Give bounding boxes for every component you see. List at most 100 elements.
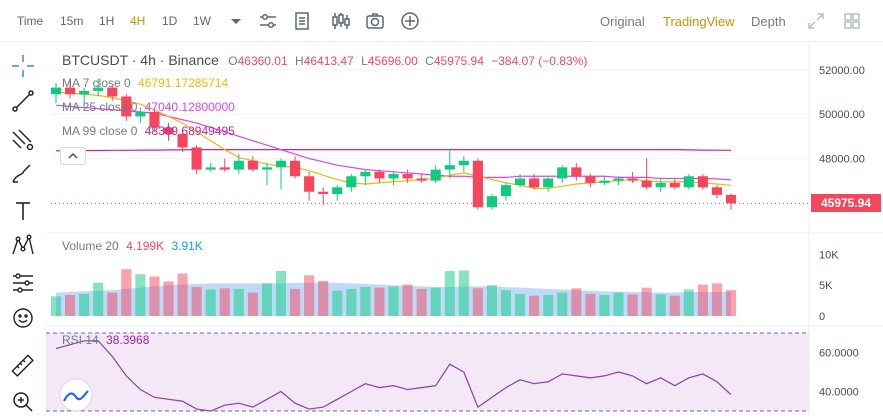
pattern-icon[interactable] — [10, 233, 36, 259]
volume-bar — [515, 293, 526, 316]
candle-body — [332, 187, 343, 194]
view-tab-tradingview[interactable]: TradingView — [663, 14, 735, 29]
fullscreen-icon[interactable] — [806, 11, 826, 31]
ma99-legend[interactable]: MA 99 close 0 48369.68949495 — [62, 124, 235, 138]
rsi-legend[interactable]: RSI 14 38.3968 — [62, 333, 149, 347]
ohlc-change: −384.07 (−0.83%) — [491, 54, 588, 68]
collapse-legend-button[interactable] — [60, 147, 86, 165]
zoom-in-icon[interactable] — [10, 389, 36, 415]
candle-body — [599, 180, 610, 183]
candle-body — [655, 182, 666, 188]
rsi-band — [46, 333, 809, 411]
text-tool-icon[interactable] — [10, 198, 36, 224]
volume-bar — [149, 276, 160, 316]
volume-bar — [557, 292, 568, 316]
emoji-icon[interactable] — [10, 305, 36, 331]
timeframe-15m[interactable]: 15m — [60, 14, 84, 28]
rsi-axis-label: 60.0000 — [819, 348, 859, 360]
volume-bar — [346, 288, 357, 316]
candle-body — [669, 182, 680, 188]
volume-bar — [275, 271, 287, 316]
volume-bar — [65, 295, 76, 316]
volume-bar — [585, 293, 596, 316]
add-icon[interactable] — [400, 11, 420, 31]
chart-area[interactable]: 52000.00 50000.00 48000.00 10K 5K 0 60.0000 40.… — [46, 43, 883, 415]
top-toolbar: Time 15m 1H 4H 1D 1W Original TradingVie… — [0, 0, 883, 42]
candle-body — [177, 134, 188, 148]
volume-bar — [79, 293, 90, 316]
price-axis-label: 50000.00 — [819, 109, 865, 121]
volume-bar — [472, 288, 483, 316]
volume-bar — [205, 289, 216, 316]
rsi-axis-label: 40.0000 — [819, 387, 859, 399]
trend-line-icon[interactable] — [10, 88, 36, 114]
ma25-label: MA 25 close 0 — [62, 100, 138, 114]
tradingview-logo — [59, 378, 93, 412]
volume-axis-label: 0 — [819, 311, 825, 323]
volume-bar — [500, 290, 512, 316]
volume-bar — [177, 273, 188, 316]
timeframe-1d[interactable]: 1D — [162, 14, 178, 28]
volume-label: Volume 20 — [62, 239, 119, 253]
volume-bar — [641, 287, 652, 316]
candle-body — [388, 174, 399, 179]
price-axis-label: 48000.00 — [819, 154, 865, 166]
volume-bar — [444, 271, 455, 316]
candle-body — [613, 178, 624, 181]
volume-bar — [416, 288, 427, 316]
indicator-settings-icon[interactable] — [258, 11, 278, 31]
volume-bar — [697, 284, 708, 316]
ma7-label: MA 7 close 0 — [62, 76, 131, 90]
measure-icon[interactable] — [10, 270, 36, 296]
candle-body — [121, 96, 132, 117]
candle-body — [360, 171, 371, 177]
volume-bar — [360, 287, 371, 316]
volume-bar — [374, 287, 385, 316]
rsi-label: RSI 14 — [62, 333, 99, 347]
volume-bar — [290, 288, 301, 316]
timeframe-1w[interactable]: 1W — [193, 14, 211, 28]
candlestick-chart[interactable]: 52000.00 50000.00 48000.00 10K 5K 0 60.0000 40.… — [46, 43, 883, 415]
timeframe-1h[interactable]: 1H — [99, 14, 115, 28]
candle-body — [233, 160, 244, 170]
ruler-icon[interactable] — [10, 353, 36, 379]
camera-icon[interactable] — [365, 11, 385, 31]
ohlc-low: 45696.00 — [367, 54, 418, 68]
volume-bar — [571, 288, 582, 316]
candle-body — [725, 194, 737, 204]
volume-legend[interactable]: Volume 20 4.199K 3.91K — [62, 239, 203, 253]
tradingview-logo-icon[interactable] — [59, 378, 93, 412]
volume-bar — [627, 294, 638, 316]
timeframe-4h[interactable]: 4H — [130, 14, 146, 28]
ma25-legend[interactable]: MA 25 close 0 47040.12800000 — [62, 100, 235, 114]
candle-body — [93, 87, 104, 91]
candle-body — [515, 178, 526, 186]
fib-tool-icon[interactable] — [10, 126, 36, 152]
candle-body — [275, 160, 287, 168]
timeframe-time[interactable]: Time — [17, 14, 44, 28]
ma7-legend[interactable]: MA 7 close 0 46791.17285714 — [62, 76, 228, 90]
brush-icon[interactable] — [10, 162, 36, 188]
template-icon[interactable] — [292, 11, 312, 31]
volume-bar — [50, 296, 62, 316]
crosshair-icon[interactable] — [10, 53, 36, 79]
candle-body — [318, 191, 329, 194]
volume-ma-value: 3.91K — [171, 239, 203, 253]
view-tab-original[interactable]: Original — [600, 14, 645, 29]
volume-bar — [121, 269, 132, 316]
volume-bar — [163, 281, 174, 316]
volume-axis-label: 10K — [819, 249, 839, 261]
candle-body — [149, 111, 160, 128]
candle-body — [486, 196, 497, 208]
grid-layout-icon[interactable] — [842, 11, 862, 31]
view-tab-depth[interactable]: Depth — [751, 14, 786, 29]
volume-bar — [711, 283, 722, 316]
chart-type-icon[interactable] — [330, 11, 350, 31]
candle-body — [247, 160, 258, 170]
volume-axis-label: 5K — [819, 280, 833, 292]
volume-bar — [388, 286, 399, 316]
candle-body — [458, 160, 469, 166]
ohlc-close: 45975.94 — [433, 54, 484, 68]
chevron-down-icon[interactable] — [226, 11, 246, 31]
volume-bar — [304, 275, 315, 316]
